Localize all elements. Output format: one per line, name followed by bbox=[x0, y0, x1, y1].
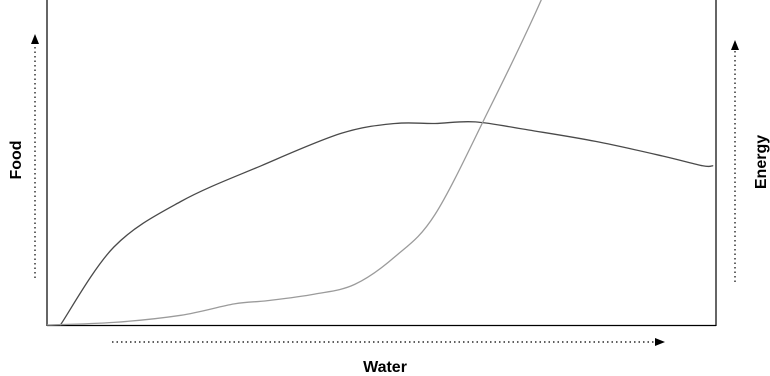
water-arrow-head bbox=[655, 338, 665, 346]
y-axis-label-food: Food bbox=[8, 140, 25, 179]
series-line-2 bbox=[47, 0, 542, 326]
y-axis-label-energy: Energy bbox=[753, 135, 770, 189]
food-arrow-head bbox=[31, 34, 39, 44]
x-axis-label-water: Water bbox=[363, 359, 407, 376]
energy-arrow-head bbox=[731, 40, 739, 50]
series-line-1 bbox=[59, 120, 714, 326]
series-layer bbox=[47, 0, 714, 326]
